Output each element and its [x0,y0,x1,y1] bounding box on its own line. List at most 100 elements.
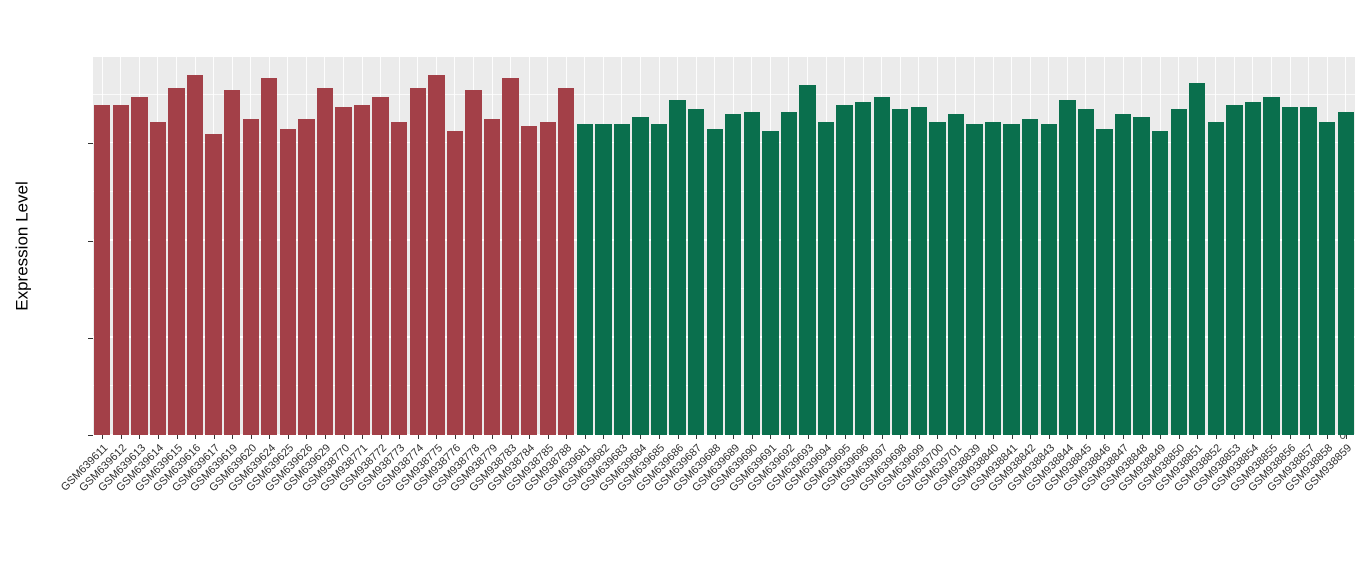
bar-GSM639617 [205,133,222,435]
x-tick-mark [863,435,865,439]
bar-GSM938778 [465,90,482,435]
bar-GSM938859 [1337,111,1354,435]
x-tick-mark [250,435,252,439]
gridline-major-y [93,336,1355,338]
x-tick-mark [380,435,382,439]
bar-GSM639685 [650,124,668,435]
x-tick-mark [454,435,456,439]
x-tick-mark [492,435,493,439]
bar-GSM938850 [1170,109,1187,435]
y-tick-mark [88,337,93,339]
x-tick-mark [807,435,809,439]
x-tick-mark [1178,435,1180,439]
y-tick-mark [88,240,93,242]
x-tick-mark [139,435,141,439]
x-tick-mark [343,435,345,439]
bar-GSM639624 [261,77,278,435]
x-tick-mark [473,435,475,439]
bar-GSM639700 [929,121,946,435]
x-tick-mark [1308,435,1310,439]
x-axis-labels: GSM639611 GSM639612 GSM639613 GSM639614 GSM6… [59,442,1355,562]
y-axis-title-text: Expression Level [13,181,32,311]
x-tick-mark [918,435,920,439]
x-tick-mark [677,435,679,439]
x-tick-mark [621,435,623,439]
bar-GSM938783 [502,77,519,435]
x-tick-mark [232,435,234,439]
x-tick-mark [955,435,957,439]
x-tick-mark [436,435,438,439]
bar-GSM938842 [1022,119,1039,435]
bar-GSM639629 [316,87,334,435]
bar-GSM938849 [1151,131,1169,435]
bar-GSM938839 [966,124,983,435]
bar-GSM639695 [836,104,853,435]
x-tick-mark [1011,435,1013,439]
x-tick-mark [1290,435,1292,439]
bar-GSM639614 [149,121,167,435]
bar-GSM938846 [1096,128,1113,435]
x-tick-mark [1197,435,1199,439]
bar-GSM938854 [1244,102,1262,435]
bar-GSM938853 [1226,104,1243,435]
y-tick-mark [88,435,93,436]
bar-GSM938775 [428,75,445,435]
x-tick-mark [213,435,215,439]
bar-GSM639625 [279,128,297,435]
bar-GSM938841 [1003,124,1020,435]
x-tick-mark [696,435,698,439]
bar-GSM938784 [520,126,538,435]
x-tick-mark [788,435,790,439]
x-tick-mark [1327,435,1329,439]
x-tick-mark [566,435,568,439]
bar-GSM639684 [632,116,649,435]
x-tick-mark [324,435,326,439]
gridline-minor-y [93,288,1355,290]
x-tick-mark [362,435,364,439]
bar-GSM639683 [613,124,631,435]
bar-GSM639689 [725,114,742,435]
bar-GSM639688 [706,128,723,435]
gridline-major-y [93,239,1355,241]
bar-GSM639687 [687,109,705,435]
x-tick-mark [881,435,883,439]
bar-GSM639616 [186,75,204,435]
gridline-minor-y [93,93,1355,95]
bar-GSM639697 [873,97,890,435]
x-tick-mark [1345,435,1347,439]
bar-GSM938785 [539,121,556,435]
bar-GSM938843 [1040,124,1057,435]
x-tick-mark [176,435,178,439]
x-tick-mark [399,435,401,439]
bar-GSM938774 [409,87,426,435]
x-tick-mark [510,435,512,439]
bar-GSM639626 [298,119,315,435]
bar-GSM639690 [743,111,760,435]
bar-GSM938844 [1059,99,1076,435]
x-tick-mark [547,435,549,439]
x-tick-mark [287,435,289,439]
x-tick-mark [640,435,642,439]
bar-GSM639620 [242,119,259,435]
bar-GSM639694 [817,121,835,435]
x-tick-mark [826,435,828,439]
bar-GSM639619 [224,90,241,435]
x-tick-mark [1067,435,1069,439]
x-tick-mark [195,435,197,439]
x-tick-mark [974,435,976,439]
bar-GSM938776 [446,131,464,435]
bar-GSM938845 [1077,109,1095,435]
bar-GSM938788 [558,87,575,435]
x-tick-mark [1123,435,1124,439]
bar-GSM639615 [168,87,185,435]
plot-panel [93,57,1355,435]
bar-GSM938770 [335,107,352,435]
bar-GSM639611 [94,104,111,435]
bar-GSM639699 [910,107,928,435]
bar-GSM938772 [372,97,389,435]
bar-GSM639613 [131,97,148,435]
bar-GSM938771 [353,104,371,435]
bar-GSM938840 [984,121,1002,435]
bar-GSM938851 [1189,82,1206,435]
